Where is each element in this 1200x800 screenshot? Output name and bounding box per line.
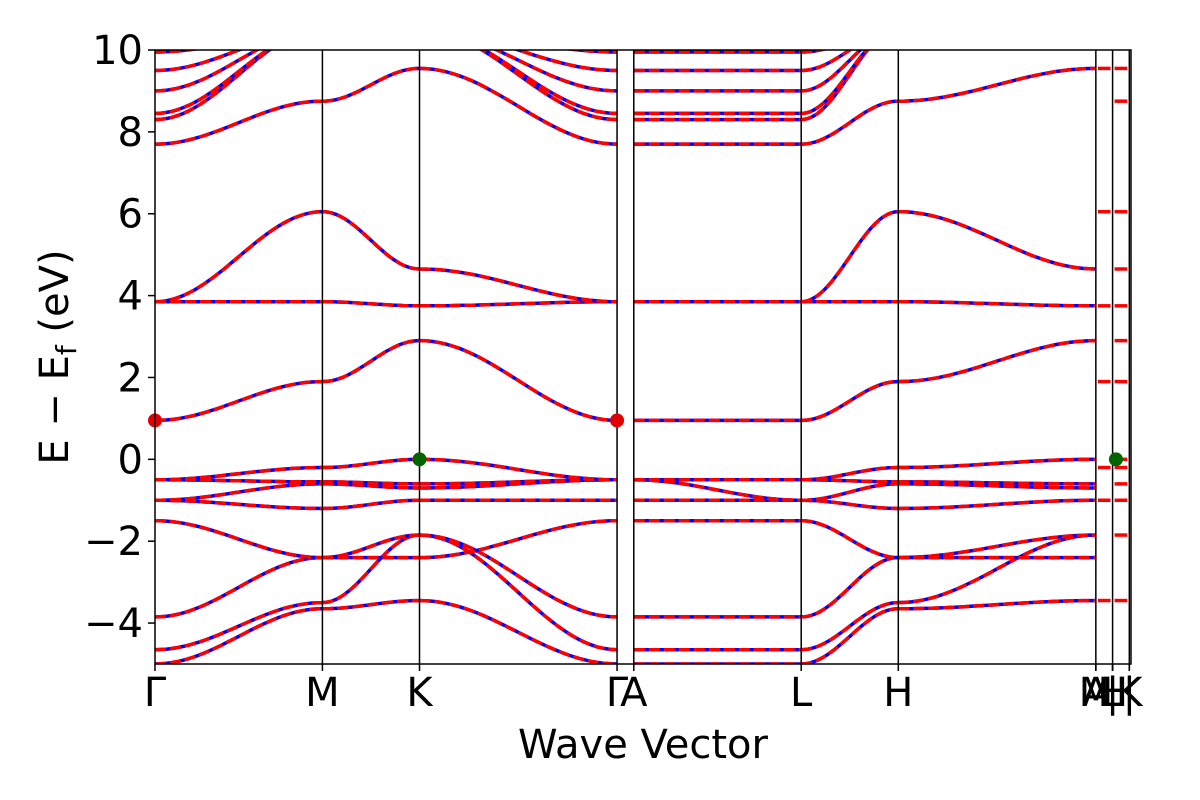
band-line-dashed-1 bbox=[155, 533, 1096, 652]
band-line-dashed-5 bbox=[155, 478, 1096, 503]
band-line-dashed-15 bbox=[155, 50, 853, 73]
y-tick-label: 10 bbox=[92, 28, 143, 74]
x-tick-label: M bbox=[305, 670, 340, 716]
band-line-13 bbox=[155, 50, 869, 116]
band-line-dashed-7 bbox=[155, 457, 1096, 482]
x-tick-label: A bbox=[620, 670, 648, 716]
band-line-11 bbox=[155, 66, 1096, 146]
band-line-dashed-0 bbox=[155, 598, 1096, 664]
x-tick-label: Γ bbox=[606, 670, 629, 716]
band-line-dashed-16 bbox=[155, 50, 828, 54]
y-axis-label: E − Ef (eV) bbox=[32, 249, 83, 464]
band-edge-marker-2 bbox=[412, 452, 427, 467]
x-tick-label: L bbox=[790, 670, 813, 716]
band-line-dashed-12 bbox=[155, 50, 870, 122]
x-axis-label: Wave Vector bbox=[518, 722, 769, 768]
band-line-0 bbox=[155, 598, 1096, 664]
y-axis-label-unit: (eV) bbox=[32, 249, 78, 345]
band-line-8 bbox=[155, 338, 1096, 423]
band-line-dashed-2 bbox=[155, 533, 1096, 619]
band-edge-marker-1 bbox=[610, 413, 625, 428]
x-tick-label: | bbox=[1106, 670, 1119, 716]
x-tick-label: A bbox=[1082, 670, 1110, 716]
x-tick-label: K bbox=[406, 670, 434, 716]
y-tick-label: 2 bbox=[118, 355, 143, 401]
band-line-12 bbox=[155, 50, 870, 122]
band-line-dashed-11 bbox=[155, 66, 1096, 146]
x-tick-label: Γ bbox=[144, 670, 167, 716]
x-tick-label: | bbox=[1123, 670, 1136, 716]
x-tick-label: K bbox=[1116, 670, 1144, 716]
band-line-dashed-10 bbox=[155, 209, 1096, 304]
x-tick-label: H bbox=[883, 670, 913, 716]
band-line-14 bbox=[155, 50, 863, 93]
y-tick-label: −2 bbox=[84, 519, 143, 565]
y-axis-ticks: −4 −2 0 2 4 6 8 10 bbox=[84, 28, 155, 647]
plot-frame bbox=[154, 49, 1132, 665]
y-tick-label: 6 bbox=[118, 192, 143, 238]
band-line-dashed-8 bbox=[155, 338, 1096, 423]
band-edge-marker-3 bbox=[1108, 452, 1123, 467]
y-axis-label-subscript: f bbox=[50, 344, 83, 355]
band-edge-markers bbox=[148, 413, 1123, 467]
band-line-10 bbox=[155, 209, 1096, 304]
y-tick-label: 4 bbox=[118, 274, 143, 320]
y-tick-label: 0 bbox=[118, 437, 143, 483]
kpoint-vertical-lines bbox=[321, 50, 1131, 664]
band-line-dashed-14 bbox=[155, 50, 863, 93]
y-tick-label: 8 bbox=[118, 110, 143, 156]
band-line-dashed-13 bbox=[155, 50, 869, 116]
x-axis-ticks: Γ M K ΓA L H AM|LH|K bbox=[144, 664, 1144, 716]
x-tick-label: L bbox=[1101, 670, 1124, 716]
band-line-dashed-3 bbox=[155, 518, 1096, 560]
x-tick-label: H bbox=[1098, 670, 1128, 716]
y-tick-label: −4 bbox=[84, 601, 143, 647]
x-tick-label: M bbox=[1079, 670, 1114, 716]
band-line-16 bbox=[155, 50, 828, 54]
band-lines bbox=[155, 50, 1096, 664]
band-line-dashed-4 bbox=[155, 498, 1096, 511]
y-axis-label-main: E − E bbox=[32, 355, 78, 465]
